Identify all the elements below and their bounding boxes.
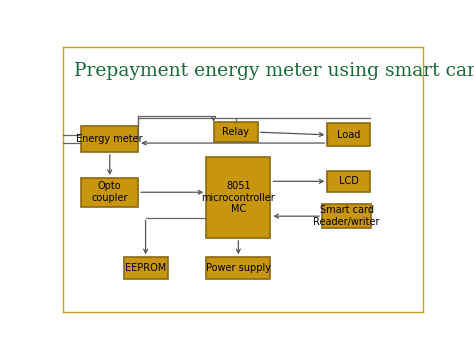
Bar: [82, 178, 138, 207]
Bar: [328, 171, 370, 192]
Bar: [328, 123, 370, 147]
Bar: [206, 257, 271, 279]
Bar: [206, 157, 271, 238]
Bar: [124, 257, 168, 279]
Bar: [82, 126, 138, 152]
Text: Relay: Relay: [222, 127, 249, 137]
Text: Smart card
Reader/writer: Smart card Reader/writer: [313, 206, 380, 227]
Bar: [322, 204, 372, 229]
Text: Energy meter: Energy meter: [76, 134, 143, 144]
Text: 8051
microcontroller
MC: 8051 microcontroller MC: [201, 181, 275, 214]
Text: Power supply: Power supply: [206, 263, 271, 273]
Text: EEPROM: EEPROM: [125, 263, 166, 273]
Text: Load: Load: [337, 130, 360, 140]
Text: LCD: LCD: [338, 176, 358, 186]
Bar: [213, 122, 258, 142]
Text: Opto
coupler: Opto coupler: [91, 181, 128, 203]
Text: Prepayment energy meter using smart card: Prepayment energy meter using smart card: [74, 62, 474, 80]
